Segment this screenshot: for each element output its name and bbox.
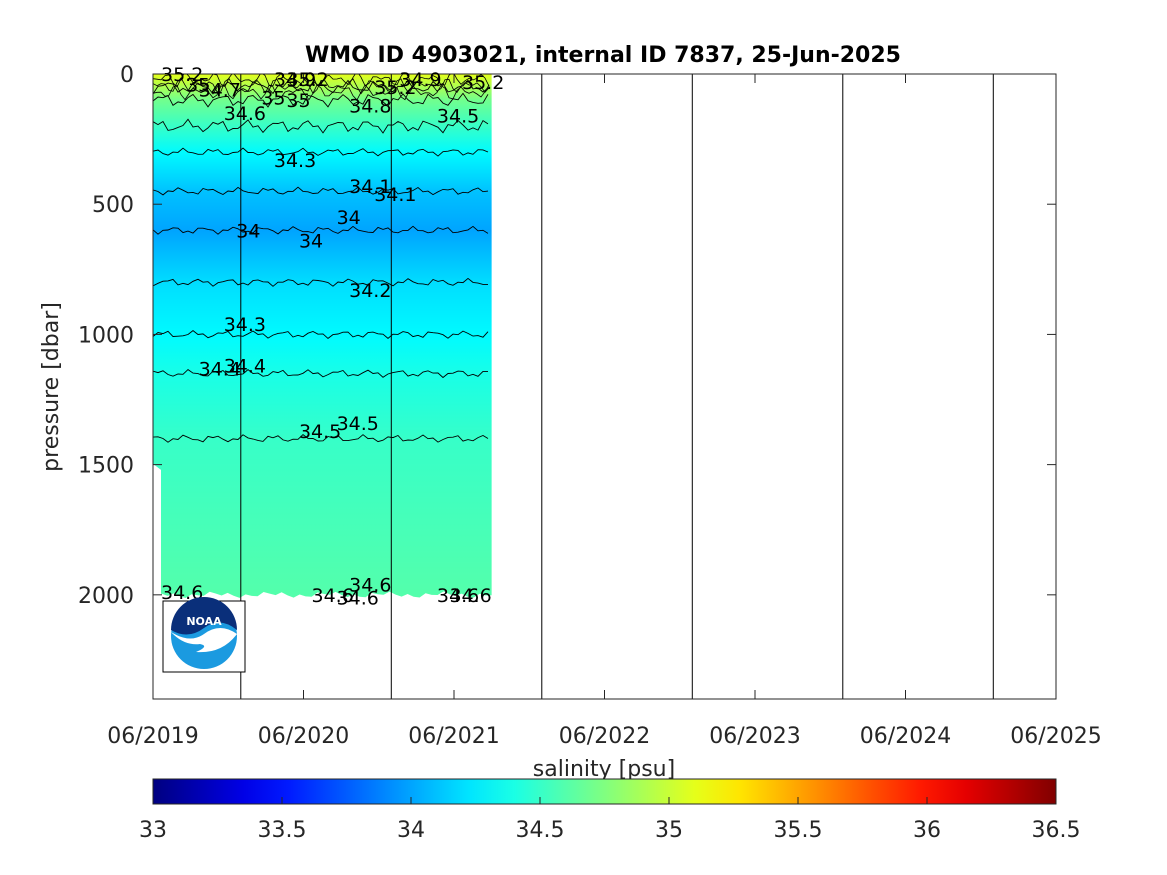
contour-label: 34.2: [349, 280, 391, 302]
contour-label: 35: [286, 90, 310, 112]
x-tick-label: 06/2025: [1010, 724, 1101, 749]
contour-line: [153, 118, 489, 134]
contour-label: 35: [186, 74, 210, 96]
contour-label: 34.6: [449, 585, 491, 607]
colorbar-tick-label: 35: [655, 818, 683, 843]
contour-label: 34.4: [199, 358, 241, 380]
colorbar: [152, 778, 1057, 805]
contour-label: 34.6: [349, 574, 391, 596]
x-tick-label: 06/2023: [709, 724, 800, 749]
contour-label: 34.4: [224, 356, 266, 378]
contour-line: [153, 147, 489, 157]
contour-label: 34: [299, 231, 323, 253]
x-tick-label: 06/2019: [107, 724, 198, 749]
colorbar-label: salinity [psu]: [533, 757, 675, 782]
contour-label: 34.1: [374, 184, 416, 206]
contour-label: 35.2: [286, 69, 328, 91]
y-tick-label: 2000: [78, 584, 134, 609]
contour-label: 34.5: [437, 106, 479, 128]
x-tick-label: 06/2022: [559, 724, 650, 749]
contour-line: [153, 84, 490, 101]
contour-label: 34.6: [437, 585, 479, 607]
contour-label: 35: [261, 87, 285, 109]
y-tick-label: 500: [92, 193, 134, 218]
colorbar-tick-label: 34: [397, 818, 425, 843]
contour-label: 34.9: [274, 69, 316, 91]
contour-label: 35.2: [462, 72, 504, 94]
y-tick-label: 0: [120, 63, 134, 88]
contour-lines: [153, 74, 490, 443]
colorbar-ticks: 33 33.5 34 34.5 35 35.5 36 36.5: [139, 797, 1080, 843]
contour-label: 34.8: [349, 95, 391, 117]
y-axis-label: pressure [dbar]: [39, 302, 64, 472]
colorbar-tick-label: 34.5: [516, 818, 565, 843]
contour-line: [153, 277, 488, 287]
contour-line: [153, 225, 489, 235]
x-axis: 06/2019 06/2020 06/2021 06/2022 06/2023 06/20…: [107, 74, 1102, 749]
colorbar-tick-label: 33: [139, 818, 167, 843]
contour-label: 34.3: [274, 150, 316, 172]
contour-label: 34.5: [337, 413, 379, 435]
salinity-field: [153, 74, 492, 598]
contour-line: [153, 77, 490, 95]
contour-label: 34.6: [161, 582, 203, 604]
contour-line: [153, 92, 489, 108]
year-boundary-lines: [240, 74, 994, 699]
contour-label: 34.7: [199, 80, 241, 102]
contour-label: 34.9: [399, 69, 441, 91]
contour-label: 34.6: [312, 585, 354, 607]
y-axis: 0 500 1000 1500 2000: [78, 63, 1056, 609]
contour-label: 34.6: [337, 587, 379, 609]
contour-label: 34: [236, 220, 260, 242]
svg-text:NOAA: NOAA: [186, 615, 222, 628]
colorbar-tick-label: 35.5: [774, 818, 823, 843]
colorbar-tick-label: 36.5: [1032, 818, 1081, 843]
contour-label: 35.2: [374, 77, 416, 99]
colorbar-tick-label: 33.5: [258, 818, 307, 843]
contour-line: [153, 434, 489, 443]
contour-label: 34.1: [349, 176, 391, 198]
contour-label: 34: [337, 207, 361, 229]
contour-label: 35.2: [161, 64, 203, 86]
noaa-logo: NOAA: [162, 597, 246, 673]
contour-line: [153, 369, 488, 379]
y-tick-label: 1500: [78, 454, 134, 479]
y-tick-label: 1000: [78, 323, 134, 348]
x-tick-label: 06/2020: [258, 724, 349, 749]
colorbar-tick-label: 36: [913, 818, 941, 843]
contour-label: 34.3: [224, 314, 266, 336]
chart-title: WMO ID 4903021, internal ID 7837, 25-Jun…: [305, 43, 901, 68]
x-tick-label: 06/2024: [860, 724, 951, 749]
x-tick-label: 06/2021: [408, 724, 499, 749]
contour-line: [153, 186, 489, 196]
contour-line: [153, 74, 490, 88]
contour-label: 34.6: [224, 103, 266, 125]
contour-line: [153, 330, 489, 339]
contour-label: 34.5: [299, 421, 341, 443]
